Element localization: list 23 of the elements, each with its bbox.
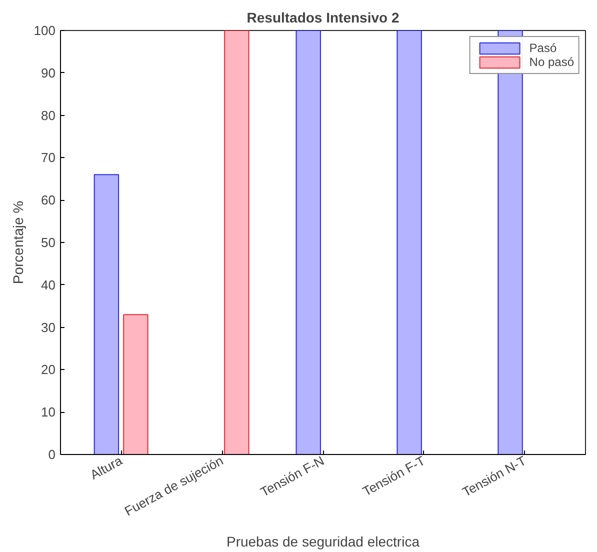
bar [224,30,250,454]
y-tick-label: 30 [41,320,56,335]
y-tick-label: 70 [41,150,56,166]
bar [396,30,422,454]
bar [94,174,120,454]
y-tick-label: 20 [41,362,56,378]
bar [498,30,523,454]
y-tick-label: 50 [41,235,56,250]
legend-label: No pasó [529,55,574,69]
y-tick-label: 10 [41,404,56,420]
y-tick-label: 80 [41,108,56,123]
y-tick-label: 100 [34,23,56,38]
bar [296,30,321,454]
chart-title: Resultados Intensivo 2 [246,10,400,26]
y-tick-label: 40 [41,277,56,292]
x-tick-label: Altura [88,452,126,482]
legend-label: Pasó [529,41,557,55]
y-tick-label: 60 [41,192,56,208]
x-axis-title: Pruebas de seguridad electrica [226,533,420,550]
y-tick-label: 0 [48,447,56,462]
bar [123,314,148,454]
y-axis-title: Porcentaje % [10,200,26,284]
y-tick-label: 90 [41,65,56,80]
